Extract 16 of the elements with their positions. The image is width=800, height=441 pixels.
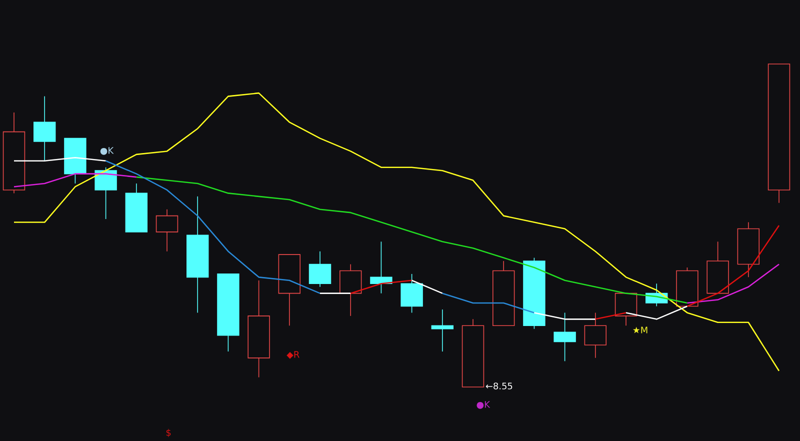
candlestick: [156, 208, 178, 252]
text: $: [166, 428, 171, 438]
candlestick: [33, 96, 56, 162]
candlestick: [584, 312, 607, 358]
candlestick: [339, 264, 362, 316]
candlestick: [308, 250, 332, 288]
annotation: ←8.55: [486, 382, 512, 390]
annotation: ◆R: [286, 351, 300, 359]
candlestick: [400, 274, 423, 314]
candlestick: [614, 292, 638, 326]
candlestick: [94, 166, 117, 220]
annotation: ★M: [632, 326, 648, 334]
candlestick: [554, 312, 576, 362]
text: ●K: [476, 401, 490, 409]
annotation: ●K: [100, 147, 114, 155]
candlestick: [431, 309, 454, 352]
